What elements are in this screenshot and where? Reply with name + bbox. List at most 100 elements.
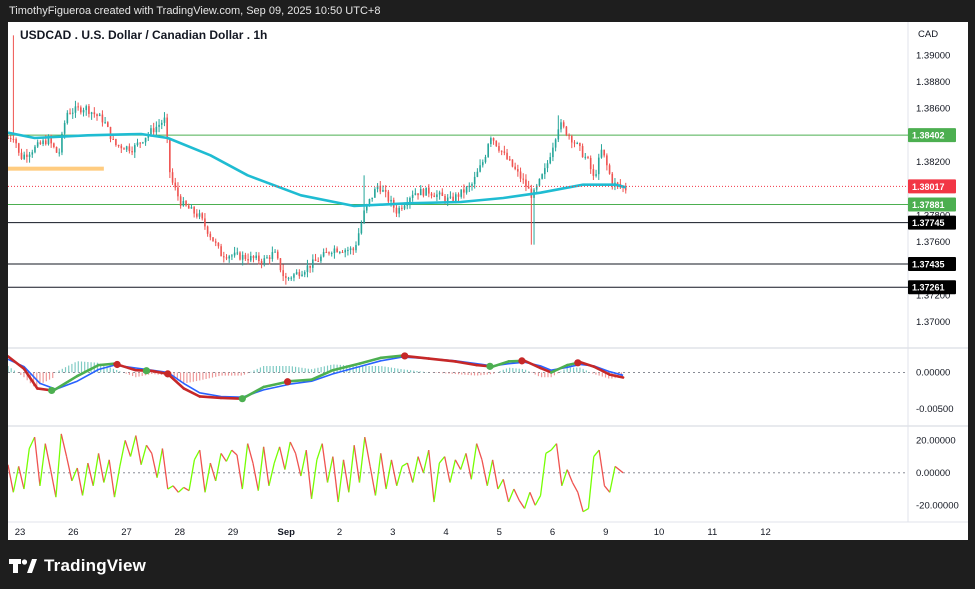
- candle-body: [535, 185, 538, 190]
- candle-body: [158, 124, 160, 127]
- candle-body: [376, 185, 379, 190]
- candle-body: [454, 194, 457, 202]
- candle-body: [374, 189, 376, 198]
- candle-body: [185, 201, 187, 206]
- osc-tick-label: -20.00000: [916, 500, 959, 511]
- oscillator-segment: [529, 492, 536, 506]
- candle-body: [274, 251, 276, 253]
- macd-bullish-cross-dot: [48, 386, 56, 395]
- candle-body: [347, 249, 349, 251]
- oscillator-segment: [337, 459, 345, 503]
- candle-body: [69, 112, 71, 114]
- oscillator-segment: [193, 449, 201, 461]
- macd-bullish-cross-dot: [142, 367, 151, 375]
- candle-body: [525, 179, 527, 187]
- candle-body: [333, 248, 336, 254]
- candle-body: [133, 145, 136, 153]
- oscillator-segment: [486, 459, 494, 486]
- tradingview-footer[interactable]: TradingView: [8, 553, 146, 579]
- oscillator-segment: [49, 469, 57, 498]
- oscillator-segment: [598, 449, 606, 486]
- candle-body: [198, 213, 201, 217]
- chart-canvas[interactable]: USDCAD . U.S. Dollar / Canadian Dollar .…: [8, 22, 968, 540]
- oscillator-segment: [518, 500, 526, 509]
- candle-body: [115, 139, 117, 146]
- candle-body: [552, 147, 554, 158]
- osc-tick-label: 0.00000: [916, 468, 950, 479]
- candle-body: [527, 186, 530, 189]
- candle-body: [600, 149, 603, 158]
- price-tick-label: 1.39000: [916, 50, 950, 61]
- oscillator-segment: [252, 462, 259, 491]
- oscillator-segment: [284, 441, 291, 470]
- candle-body: [217, 242, 220, 247]
- candle-body: [287, 277, 290, 279]
- candle-body: [592, 169, 595, 176]
- candle-body: [125, 146, 128, 150]
- candle-body: [495, 140, 498, 147]
- candle-body: [611, 173, 614, 186]
- macd-line-segment: [51, 374, 79, 392]
- oscillator-segment: [470, 443, 478, 480]
- candle-body: [8, 138, 9, 139]
- oscillator-segment: [215, 453, 222, 482]
- macd-line-segment: [241, 385, 265, 400]
- candle-body: [514, 166, 516, 170]
- time-tick-label: 12: [760, 527, 771, 538]
- time-tick-label: 6: [550, 527, 555, 538]
- oscillator-segment: [342, 459, 350, 493]
- candle-body: [576, 143, 579, 145]
- level-2-tag: [908, 257, 956, 271]
- oscillator-segment: [156, 448, 164, 478]
- candle-body: [249, 255, 252, 261]
- oscillator-segment: [268, 462, 275, 486]
- candle-body: [449, 196, 452, 198]
- candle-body: [66, 112, 69, 124]
- oscillator-segment: [44, 443, 52, 470]
- candle-body: [581, 146, 584, 158]
- candle-body: [422, 189, 425, 196]
- candle-body: [90, 112, 93, 114]
- candle-body: [517, 169, 519, 172]
- candle-body: [309, 265, 311, 268]
- candle-body: [417, 193, 419, 196]
- oscillator-segment: [609, 466, 616, 493]
- candle-body: [325, 252, 328, 254]
- candle-body: [266, 257, 268, 259]
- macd-bearish-cross-dot: [574, 359, 582, 367]
- candle-body: [382, 189, 384, 192]
- time-tick-label: 4: [443, 527, 448, 538]
- candle-body: [104, 122, 106, 124]
- candle-body: [363, 210, 365, 223]
- time-tick-label: 26: [68, 527, 79, 538]
- macd-line-segment: [539, 366, 553, 374]
- oscillator-segment: [204, 462, 212, 493]
- candle-body: [117, 145, 120, 147]
- candle-body: [36, 142, 39, 147]
- candle-body: [290, 277, 293, 279]
- candle-body: [562, 122, 565, 127]
- price-tick-label: 1.37000: [916, 317, 950, 328]
- oscillator-segment: [326, 456, 334, 483]
- candle-body: [34, 146, 36, 153]
- candle-body: [371, 197, 373, 200]
- oscillator-segment: [332, 456, 339, 503]
- candle-body: [225, 257, 228, 259]
- candle-body: [460, 189, 463, 197]
- macd-bearish-cross-dot: [401, 352, 409, 360]
- macd-line-segment: [592, 365, 612, 376]
- chart-svg[interactable]: USDCAD . U.S. Dollar / Canadian Dollar .…: [8, 22, 968, 540]
- candle-body: [595, 174, 597, 176]
- oscillator-segment: [289, 441, 297, 454]
- oscillator-segment: [534, 495, 542, 506]
- oscillator-segment: [412, 456, 419, 483]
- candle-body: [201, 213, 204, 219]
- candle-body: [82, 110, 85, 113]
- oscillator-segment: [183, 486, 190, 492]
- candle-body: [193, 207, 195, 214]
- candle-body: [312, 259, 314, 268]
- candle-body: [511, 159, 514, 167]
- level-2-label: 1.37435: [912, 260, 945, 270]
- candle-body: [80, 107, 82, 113]
- oscillator-segment: [60, 433, 68, 457]
